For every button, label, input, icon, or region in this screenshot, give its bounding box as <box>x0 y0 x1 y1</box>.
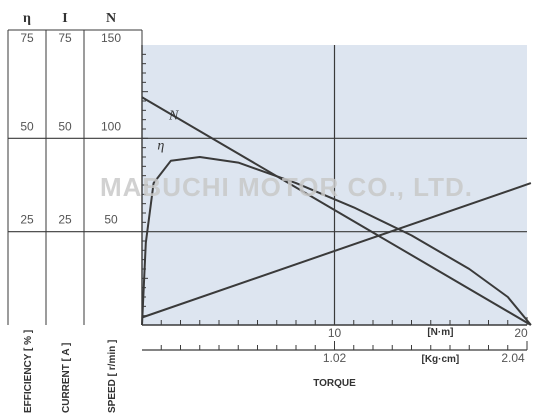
axis-title: EFFICIENCY [ % ] <box>23 330 34 413</box>
y-tick-label: 150 <box>101 31 121 45</box>
axis-title: SPEED [ r/min ] <box>107 340 118 413</box>
y-tick-label: 25 <box>20 213 34 227</box>
axis-title: CURRENT [ A ] <box>61 343 72 413</box>
axis-symbol: η <box>23 11 31 26</box>
x-axis-title: TORQUE <box>313 378 356 389</box>
series-line-3 <box>141 182 532 319</box>
series-label-efficiency: η <box>157 139 164 154</box>
x2-tick-label: 1.02 <box>323 351 347 365</box>
series-line-1 <box>141 96 532 326</box>
x-unit-label: [N·m] <box>427 327 453 338</box>
axis-symbol: N <box>106 11 116 26</box>
y-tick-label: 100 <box>101 119 121 133</box>
y-tick-label: 75 <box>58 31 72 45</box>
watermark-text: MABUCHI MOTOR CO., LTD. <box>100 172 473 202</box>
y-tick-label: 50 <box>58 119 72 133</box>
series-line-2 <box>141 156 532 326</box>
axis-symbol: I <box>62 11 67 26</box>
y-tick-label: 50 <box>104 213 118 227</box>
x-tick-label: 20 <box>514 326 528 340</box>
x2-tick-label: 2.04 <box>501 351 525 365</box>
x-tick-label: 10 <box>328 326 342 340</box>
y-tick-label: 25 <box>58 213 72 227</box>
x2-unit-label: [Kg·cm] <box>421 354 459 365</box>
y-tick-label: 50 <box>20 119 34 133</box>
y-tick-label: 75 <box>20 31 34 45</box>
series-label-speed: N <box>168 109 179 124</box>
